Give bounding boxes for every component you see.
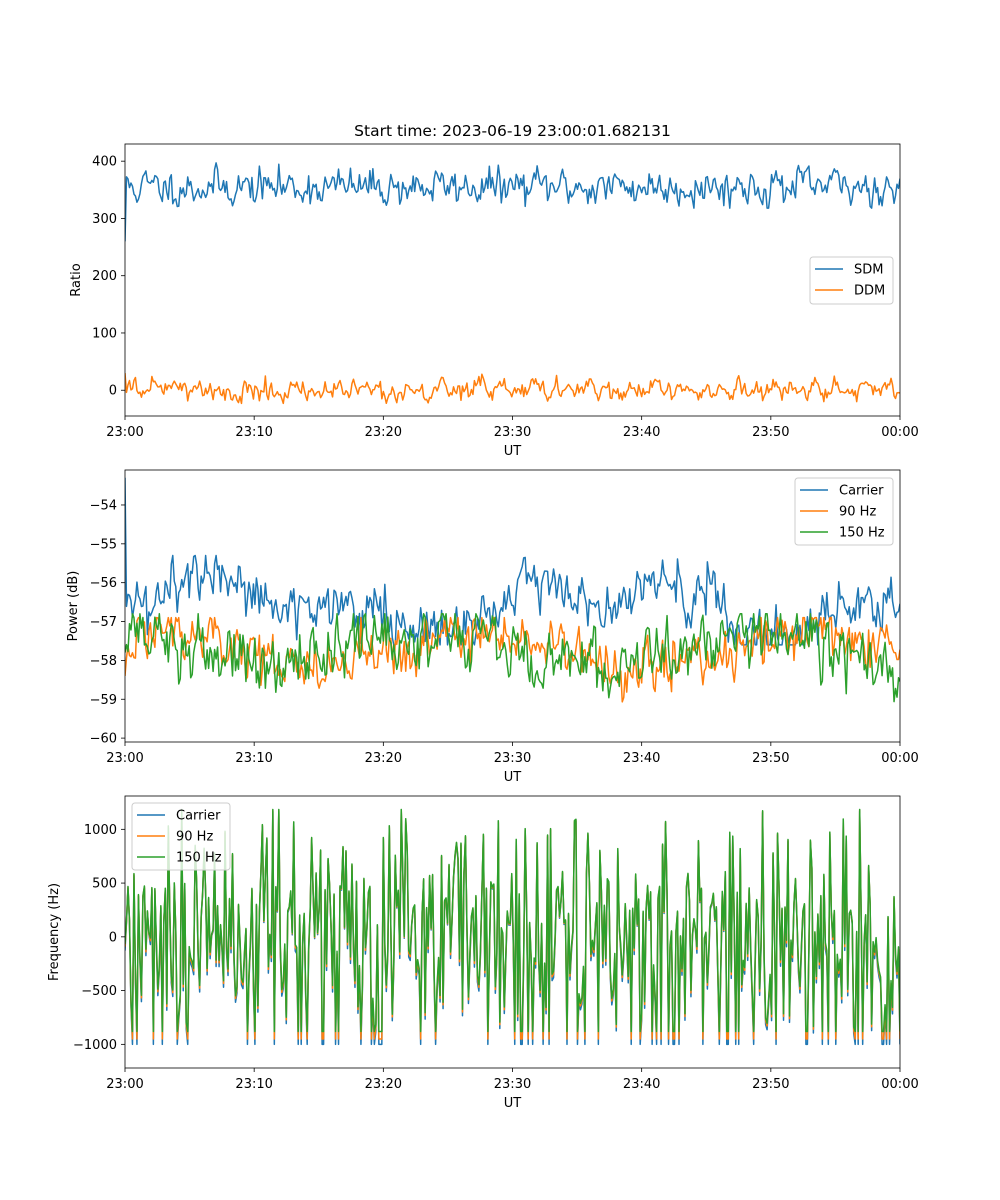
legend-box [794, 477, 894, 546]
x-tick-label: 23:20 [365, 425, 402, 440]
y-tick-label: 0 [109, 384, 117, 399]
x-axis-label: UT [504, 770, 522, 785]
series-line-ddm [125, 372, 900, 405]
y-tick-label: 300 [92, 212, 117, 227]
legend-label: Carrier [839, 484, 884, 499]
power-plot-area: 23:00 23:10 23:20 23:30 23:40 23:50 00:00 −54 −5… [90, 469, 919, 766]
x-tick-label: 23:40 [623, 425, 660, 440]
x-tick-label: 00:00 [881, 751, 918, 766]
y-tick-label: −56 [90, 576, 117, 591]
y-tick-label: −500 [81, 984, 117, 999]
legend-box [131, 802, 231, 871]
y-axis-label: Ratio [69, 263, 84, 296]
x-tick-label: 23:40 [623, 751, 660, 766]
x-tick-label: 23:10 [235, 1077, 272, 1092]
legend-label: 90 Hz [176, 830, 213, 845]
y-tick-label: 1000 [84, 823, 117, 838]
y-tick-label: 500 [92, 877, 117, 892]
x-axis-label: UT [504, 444, 522, 459]
ratio-plot-area: 23:00 23:10 23:20 23:30 23:40 23:50 00:00 0 100 2… [92, 143, 919, 440]
legend-label: SDM [854, 263, 883, 278]
y-axis-label: Power (dB) [66, 571, 81, 642]
x-tick-label: 23:00 [106, 1077, 143, 1092]
x-tick-label: 23:20 [365, 751, 402, 766]
x-tick-label: 23:00 [106, 751, 143, 766]
y-tick-label: −60 [90, 732, 117, 747]
x-tick-label: 23:30 [494, 1077, 531, 1092]
y-tick-label: 0 [109, 930, 117, 945]
series-line-150-hz [125, 613, 900, 703]
y-tick-label: −55 [90, 537, 117, 552]
y-tick-label: −59 [90, 693, 117, 708]
y-tick-label: 400 [92, 155, 117, 170]
legend: Carrier 90 Hz 150 Hz [794, 477, 894, 546]
x-tick-label: 23:10 [235, 425, 272, 440]
legend-label: 90 Hz [839, 505, 876, 520]
x-tick-label: 23:20 [365, 1077, 402, 1092]
x-tick-label: 23:50 [752, 425, 789, 440]
x-tick-label: 00:00 [881, 425, 918, 440]
x-tick-label: 23:30 [494, 751, 531, 766]
y-tick-label: −58 [90, 654, 117, 669]
x-tick-label: 23:00 [106, 425, 143, 440]
x-tick-label: 23:40 [623, 1077, 660, 1092]
legend-label: DDM [854, 284, 885, 299]
frequency-panel: 23:00 23:10 23:20 23:30 23:40 23:50 00:00 1000 5… [47, 795, 919, 1111]
series-line-sdm [125, 162, 900, 242]
x-tick-label: 23:50 [752, 1077, 789, 1092]
x-tick-label: 00:00 [881, 1077, 918, 1092]
y-axis-label: Frequency (Hz) [47, 883, 62, 981]
series-line-150-hz [125, 808, 900, 1033]
x-axis-label: UT [504, 1096, 522, 1111]
power-panel: 23:00 23:10 23:20 23:30 23:40 23:50 00:00 −54 −5… [66, 469, 919, 785]
x-tick-label: 23:50 [752, 751, 789, 766]
legend-label: Carrier [176, 809, 221, 824]
legend-label: 150 Hz [839, 526, 885, 541]
y-tick-label: −54 [90, 498, 117, 513]
legend: Carrier 90 Hz 150 Hz [131, 802, 231, 871]
x-tick-label: 23:30 [494, 425, 531, 440]
legend: SDM DDM [809, 256, 894, 305]
x-tick-label: 23:10 [235, 751, 272, 766]
y-tick-label: 200 [92, 269, 117, 284]
legend-label: 150 Hz [176, 851, 222, 866]
chart-title: Start time: 2023-06-19 23:00:01.682131 [354, 122, 671, 140]
ratio-panel: Start time: 2023-06-19 23:00:01.682131 2… [69, 122, 919, 459]
frequency-plot-area: 23:00 23:10 23:20 23:30 23:40 23:50 00:00 1000 5… [73, 795, 919, 1092]
y-tick-label: −1000 [73, 1038, 117, 1053]
y-tick-label: 100 [92, 326, 117, 341]
y-tick-label: −57 [90, 615, 117, 630]
